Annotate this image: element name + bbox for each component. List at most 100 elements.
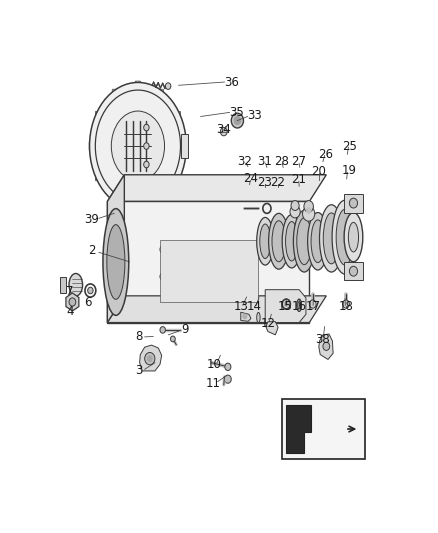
Circle shape <box>350 266 357 276</box>
Circle shape <box>162 247 165 252</box>
Circle shape <box>250 274 253 279</box>
Polygon shape <box>265 290 306 322</box>
Text: 38: 38 <box>315 333 330 346</box>
Text: 19: 19 <box>342 164 357 177</box>
Text: 28: 28 <box>274 155 289 168</box>
Text: 8: 8 <box>135 330 142 343</box>
FancyBboxPatch shape <box>95 111 101 120</box>
Text: 32: 32 <box>237 155 251 168</box>
Circle shape <box>343 300 350 308</box>
Text: 17: 17 <box>305 301 320 313</box>
Polygon shape <box>344 194 363 213</box>
Ellipse shape <box>298 302 300 309</box>
Text: 21: 21 <box>291 173 306 186</box>
Text: 31: 31 <box>257 155 272 168</box>
Circle shape <box>248 272 255 281</box>
Text: 2: 2 <box>88 244 95 257</box>
Ellipse shape <box>257 217 274 265</box>
Circle shape <box>306 207 311 213</box>
Text: 39: 39 <box>84 213 99 227</box>
Circle shape <box>160 245 167 254</box>
Circle shape <box>231 113 244 128</box>
FancyBboxPatch shape <box>175 172 180 181</box>
Ellipse shape <box>297 299 301 311</box>
Text: 13: 13 <box>233 301 248 313</box>
Text: 11: 11 <box>206 377 221 390</box>
Polygon shape <box>60 277 66 293</box>
Circle shape <box>290 206 300 218</box>
Polygon shape <box>266 322 278 335</box>
Text: 15: 15 <box>278 301 293 313</box>
Ellipse shape <box>348 222 359 252</box>
Circle shape <box>190 252 205 270</box>
Circle shape <box>184 245 210 277</box>
Circle shape <box>170 336 175 342</box>
Circle shape <box>250 247 253 252</box>
Circle shape <box>309 300 316 308</box>
Circle shape <box>160 272 167 281</box>
Ellipse shape <box>307 213 328 270</box>
Text: 26: 26 <box>318 148 333 161</box>
Polygon shape <box>333 220 340 261</box>
Circle shape <box>224 375 231 383</box>
Polygon shape <box>286 406 311 453</box>
Text: 6: 6 <box>84 296 92 309</box>
Circle shape <box>248 245 255 254</box>
Text: 25: 25 <box>342 140 357 152</box>
Polygon shape <box>107 296 326 322</box>
Ellipse shape <box>103 208 129 316</box>
Text: 18: 18 <box>339 301 353 313</box>
Polygon shape <box>241 312 251 321</box>
Circle shape <box>220 127 227 136</box>
Ellipse shape <box>293 211 315 272</box>
Polygon shape <box>326 216 333 265</box>
Circle shape <box>145 352 155 365</box>
Ellipse shape <box>268 213 289 269</box>
Ellipse shape <box>257 312 260 322</box>
Circle shape <box>350 198 357 208</box>
Ellipse shape <box>107 224 125 300</box>
Circle shape <box>162 274 165 279</box>
Circle shape <box>88 287 93 294</box>
Text: 16: 16 <box>292 301 307 313</box>
Circle shape <box>291 200 299 211</box>
Circle shape <box>160 327 166 333</box>
Text: 23: 23 <box>257 176 272 189</box>
Text: 22: 22 <box>271 176 286 189</box>
Polygon shape <box>66 293 79 311</box>
FancyBboxPatch shape <box>158 194 164 203</box>
FancyBboxPatch shape <box>181 142 187 150</box>
FancyBboxPatch shape <box>135 202 141 211</box>
FancyBboxPatch shape <box>112 89 118 98</box>
Ellipse shape <box>89 83 186 209</box>
Ellipse shape <box>297 218 312 265</box>
FancyBboxPatch shape <box>282 399 365 459</box>
Circle shape <box>69 298 76 306</box>
Circle shape <box>166 83 171 90</box>
Polygon shape <box>319 334 333 359</box>
Circle shape <box>323 342 330 350</box>
Circle shape <box>148 356 152 361</box>
Ellipse shape <box>323 213 339 264</box>
Circle shape <box>234 117 241 125</box>
FancyBboxPatch shape <box>135 81 141 90</box>
Ellipse shape <box>311 220 325 263</box>
Text: 4: 4 <box>66 304 74 318</box>
Circle shape <box>144 161 149 168</box>
Ellipse shape <box>332 200 358 274</box>
Text: 33: 33 <box>247 109 262 122</box>
Polygon shape <box>107 201 309 322</box>
Text: 10: 10 <box>206 358 221 371</box>
Text: 24: 24 <box>244 172 258 185</box>
Circle shape <box>284 302 288 306</box>
Text: 7: 7 <box>66 285 74 298</box>
Circle shape <box>304 200 314 212</box>
Text: 9: 9 <box>182 324 189 336</box>
Circle shape <box>243 314 247 319</box>
Polygon shape <box>107 175 124 322</box>
Polygon shape <box>340 223 346 257</box>
FancyBboxPatch shape <box>175 111 180 120</box>
Text: 14: 14 <box>247 301 262 313</box>
Circle shape <box>144 124 149 131</box>
Polygon shape <box>344 262 363 280</box>
